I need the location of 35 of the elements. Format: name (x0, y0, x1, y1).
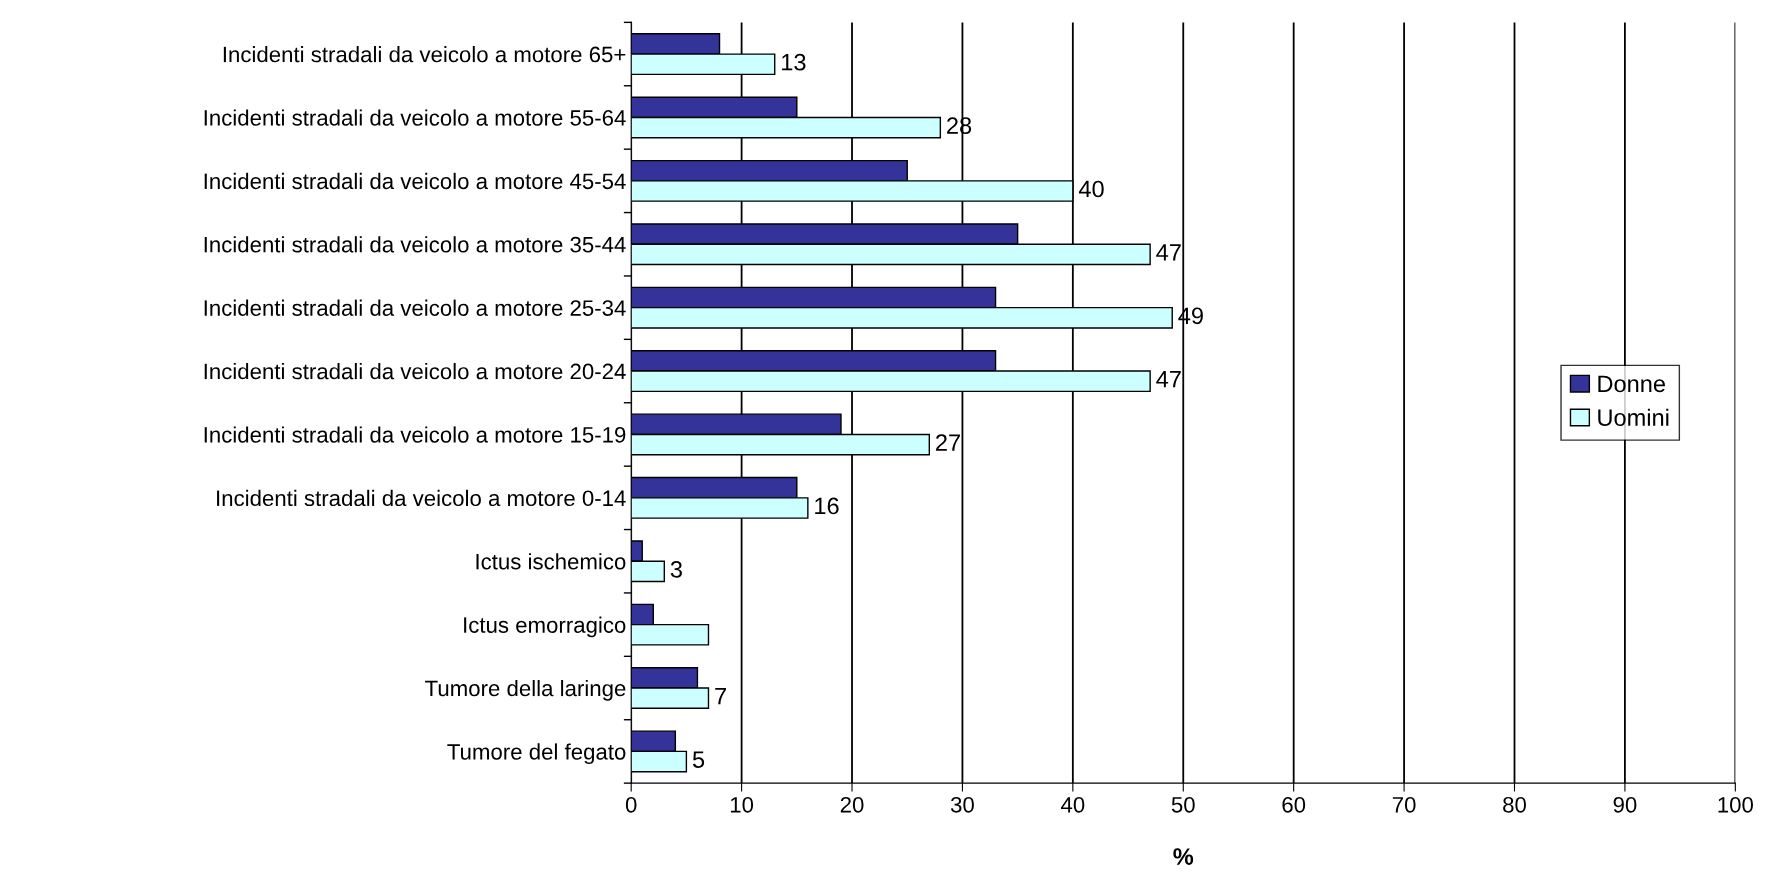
data-label: 47 (1156, 371, 1181, 388)
x-tick-label: 30 (950, 796, 974, 813)
y-tick-label: Tumore del fegato (447, 743, 626, 765)
x-tick-label: 70 (1392, 796, 1416, 813)
data-label: 27 (936, 434, 960, 451)
data-label: 47 (1156, 244, 1181, 261)
legend-label: Donne (1598, 375, 1665, 393)
x-tick-label: 40 (1061, 796, 1085, 813)
y-tick-label: Incidenti stradali da veicolo a motore 15-19 (204, 426, 626, 443)
x-tick-label: 90 (1613, 796, 1637, 813)
legend-label: Uomini (1598, 408, 1669, 426)
x-tick-label: 0 (625, 796, 637, 813)
y-tick-label: Incidenti stradali da veicolo a motore 0-14 (217, 489, 626, 507)
y-tick-label: Incidenti stradali da veicolo a motore 35-44 (204, 236, 626, 253)
data-label: 3 (670, 561, 682, 578)
x-tick-label: 100 (1718, 796, 1753, 813)
data-label: 5 (692, 751, 705, 768)
x-tick-label: 10 (730, 796, 754, 813)
y-tick-label: Incidenti stradali da veicolo a motore 20-24 (204, 363, 626, 380)
data-label: 7 (715, 688, 726, 705)
x-tick-label: 20 (840, 796, 864, 813)
x-tick-label: 80 (1503, 796, 1526, 813)
y-tick-label: Incidenti stradali da veicolo a motore 25-34 (204, 299, 626, 316)
data-label: 13 (782, 53, 806, 71)
y-tick-label: Ictus ischemico (476, 553, 626, 570)
data-label: 16 (815, 497, 839, 515)
data-label: 40 (1078, 180, 1104, 198)
y-tick-label: Incidenti stradali da veicolo a motore 65+ (223, 46, 626, 63)
y-tick-label: Incidenti stradali da veicolo a motore 55-64 (204, 109, 626, 126)
y-tick-label: Incidenti stradali da veicolo a motore 45-54 (204, 172, 626, 190)
x-tick-label: 50 (1171, 796, 1195, 813)
x-tick-label: 60 (1282, 796, 1306, 813)
y-tick-label: Tumore della laringe (425, 679, 626, 701)
y-tick-label: Ictus emorragico (464, 616, 626, 638)
x-axis-title: % (1173, 848, 1194, 865)
